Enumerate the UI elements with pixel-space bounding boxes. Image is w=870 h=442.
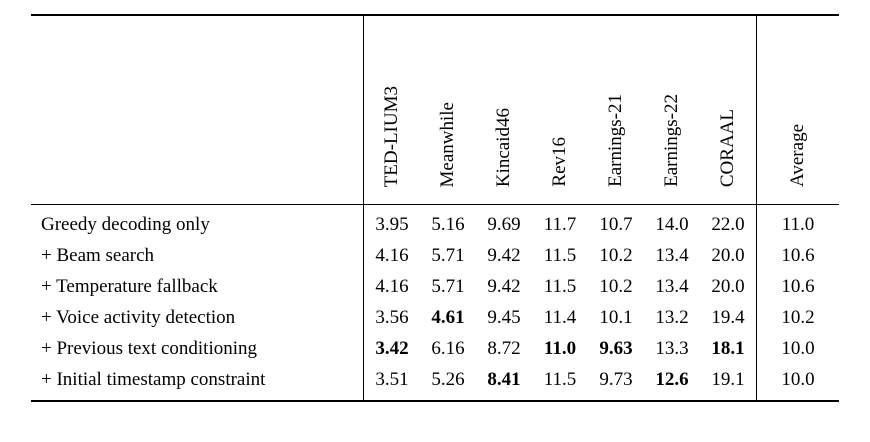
value-cell: 22.0	[711, 214, 745, 235]
value-cell: 13.3	[655, 338, 689, 359]
column-header-label: Rev16	[549, 137, 571, 187]
value-cell: 10.0	[756, 333, 839, 365]
value-cell: 3.42	[363, 333, 420, 365]
table-row: + Voice activity detection 3.56 4.61 9.45 11…	[31, 302, 839, 334]
header-row: TED-LIUM3 Meanwhile Kincaid46 Rev16 Earnings…	[31, 15, 839, 205]
table-row: Greedy decoding only 3.95 5.16 9.69 11.7 10.7…	[31, 204, 839, 241]
value-cell: 10.1	[599, 307, 633, 328]
column-header-label: Average	[787, 124, 809, 187]
header-corner-cell	[31, 15, 364, 205]
value-cell: 10.6	[756, 240, 839, 272]
table-row: + Previous text conditioning 3.42 6.16 8.72…	[31, 333, 839, 365]
value-cell: 4.61	[431, 307, 465, 328]
row-label-previous-text-conditioning: + Previous text conditioning	[41, 338, 258, 359]
value-cell: 10.0	[756, 364, 839, 401]
column-header-kincaid46: Kincaid46	[476, 15, 532, 205]
column-header-label: Earnings-22	[661, 94, 683, 187]
column-header-label: CORAAL	[717, 108, 739, 187]
column-header-label: Earnings-21	[605, 94, 627, 187]
row-label-voice-activity-detection: + Voice activity detection	[41, 307, 236, 328]
value-cell: 10.7	[599, 214, 633, 235]
value-cell: 5.26	[431, 369, 465, 390]
value-cell: 13.4	[655, 245, 689, 266]
value-cell: 11.5	[543, 369, 577, 390]
value-cell: 13.2	[655, 307, 689, 328]
value-cell: 19.4	[711, 307, 745, 328]
value-cell: 10.2	[599, 276, 633, 297]
row-label-greedy-decoding-only: Greedy decoding only	[41, 214, 210, 235]
value-cell: 20.0	[711, 245, 745, 266]
value-cell: 9.73	[599, 369, 633, 390]
table-row: + Temperature fallback 4.16 5.71 9.42 11.5 10…	[31, 271, 839, 303]
value-cell: 9.63	[599, 338, 633, 359]
value-cell: 11.5	[543, 276, 577, 297]
value-cell: 3.95	[363, 204, 420, 241]
value-cell: 8.41	[487, 369, 521, 390]
value-cell: 19.1	[711, 369, 745, 390]
column-header-label: TED-LIUM3	[381, 85, 403, 187]
table-row: + Beam search 4.16 5.71 9.42 11.5 10.2 13.4 20.…	[31, 240, 839, 272]
value-cell: 14.0	[655, 214, 689, 235]
table-body: Greedy decoding only 3.95 5.16 9.69 11.7 10.7…	[31, 204, 839, 401]
value-cell: 4.16	[363, 271, 420, 303]
value-cell: 8.72	[487, 338, 521, 359]
column-header-ted-lium3: TED-LIUM3	[363, 15, 420, 205]
table-header: TED-LIUM3 Meanwhile Kincaid46 Rev16 Earnings…	[31, 15, 839, 205]
value-cell: 11.0	[543, 338, 577, 359]
value-cell: 11.0	[756, 204, 839, 241]
ablation-table: TED-LIUM3 Meanwhile Kincaid46 Rev16 Earnings…	[31, 14, 839, 402]
row-label-temperature-fallback: + Temperature fallback	[41, 276, 218, 297]
column-header-average: Average	[756, 15, 839, 205]
value-cell: 9.42	[487, 276, 521, 297]
value-cell: 5.71	[431, 276, 465, 297]
value-cell: 6.16	[431, 338, 465, 359]
value-cell: 4.16	[363, 240, 420, 272]
value-cell: 12.6	[655, 369, 689, 390]
value-cell: 9.42	[487, 245, 521, 266]
value-cell: 9.45	[487, 307, 521, 328]
value-cell: 10.6	[756, 271, 839, 303]
table-row: + Initial timestamp constraint 3.51 5.26 8.…	[31, 364, 839, 401]
row-label-initial-timestamp-constraint: + Initial timestamp constraint	[41, 369, 266, 390]
row-label-beam-search: + Beam search	[41, 245, 155, 266]
value-cell: 20.0	[711, 276, 745, 297]
column-header-rev16: Rev16	[532, 15, 588, 205]
value-cell: 10.2	[599, 245, 633, 266]
column-header-coraal: CORAAL	[700, 15, 757, 205]
value-cell: 3.51	[363, 364, 420, 401]
value-cell: 5.16	[431, 214, 465, 235]
value-cell: 10.2	[756, 302, 839, 334]
value-cell: 18.1	[711, 338, 745, 359]
value-cell: 11.7	[543, 214, 577, 235]
column-header-label: Meanwhile	[437, 101, 459, 187]
value-cell: 11.5	[543, 245, 577, 266]
column-header-earnings-21: Earnings-21	[588, 15, 644, 205]
value-cell: 13.4	[655, 276, 689, 297]
value-cell: 9.69	[487, 214, 521, 235]
value-cell: 3.56	[363, 302, 420, 334]
value-cell: 11.4	[543, 307, 577, 328]
column-header-meanwhile: Meanwhile	[420, 15, 476, 205]
column-header-label: Kincaid46	[493, 107, 515, 187]
value-cell: 5.71	[431, 245, 465, 266]
column-header-earnings-22: Earnings-22	[644, 15, 700, 205]
